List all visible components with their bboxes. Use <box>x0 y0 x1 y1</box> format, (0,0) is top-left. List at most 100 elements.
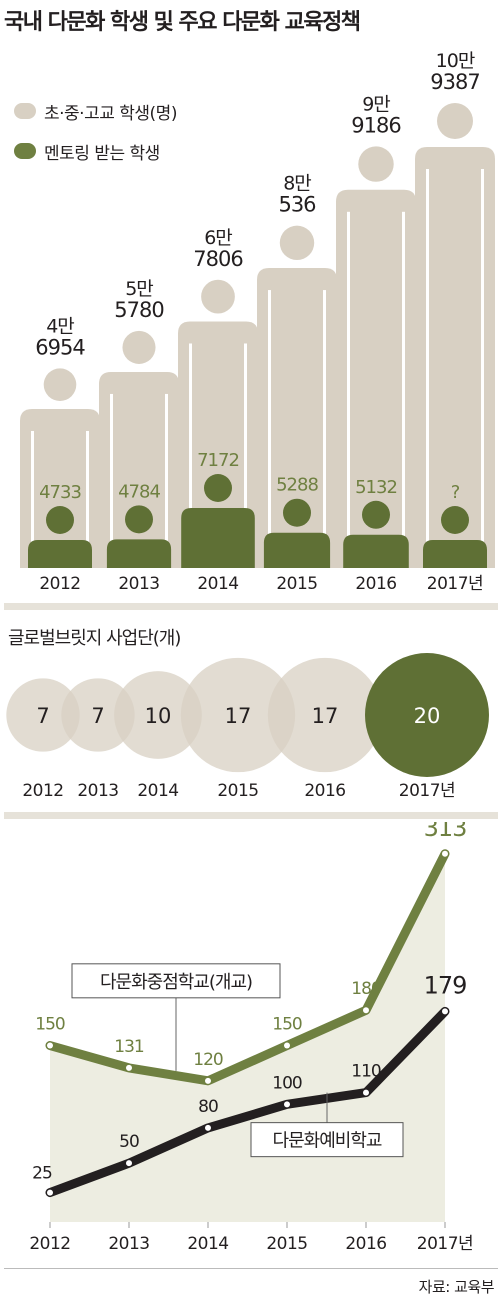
year-label: 2017년 <box>399 781 455 801</box>
bubble-value-label: 7 <box>36 704 49 728</box>
mentoring-figure <box>343 500 409 568</box>
year-label: 2017년 <box>427 574 483 594</box>
bubble-value-label: 17 <box>312 704 339 728</box>
arm-gap <box>402 211 405 568</box>
global-bridge-bubble-chart: 7 2012 7 2013 10 2014 17 2015 17 2016 20 2017년 <box>6 653 489 801</box>
student-bar <box>415 147 495 568</box>
year-label: 2013 <box>118 574 159 594</box>
line-value-label: 179 <box>424 971 467 999</box>
data-point <box>442 1008 448 1015</box>
page-title: 국내 다문화 학생 및 주요 다문화 교육정책 <box>4 10 361 35</box>
bridge-bubble <box>267 657 383 773</box>
student-value-label: 536 <box>278 193 316 217</box>
legend-swatch <box>14 143 36 159</box>
student-head <box>122 330 156 364</box>
bubble-value-label: 17 <box>225 704 252 728</box>
student-head <box>437 103 473 139</box>
mentoring-value-label: 5288 <box>276 475 318 496</box>
mentoring-value-label: ? <box>451 482 460 503</box>
year-label: 2013 <box>108 1234 149 1254</box>
mentoring-figure <box>28 506 92 568</box>
year-label: 2017년 <box>417 1234 473 1254</box>
student-value-label: 10만 <box>436 50 475 72</box>
year-label: 2015 <box>266 1234 307 1254</box>
arm-gap <box>86 430 89 568</box>
data-point <box>47 1042 53 1049</box>
mentoring-value-label: 4733 <box>39 482 81 503</box>
student-value-label: 9만 <box>362 93 390 115</box>
year-label: 2016 <box>304 781 345 801</box>
arm-gap <box>31 430 34 568</box>
year-label: 2015 <box>217 781 258 801</box>
legend-label: 초·중·고교 학생(명) <box>44 103 177 124</box>
mentoring-bar <box>343 534 409 568</box>
student-bar <box>336 189 416 568</box>
arm-gap <box>323 290 326 568</box>
data-point <box>126 1064 132 1071</box>
mentoring-figure <box>263 498 331 568</box>
year-label: 2014 <box>187 1234 228 1254</box>
line-value-label: 100 <box>272 1073 302 1093</box>
mentoring-bar <box>28 540 92 568</box>
arm-gap <box>347 211 350 568</box>
student-head <box>358 146 394 182</box>
student-head <box>43 368 77 401</box>
mentoring-head <box>46 506 74 534</box>
bubble-value-label: 10 <box>145 704 172 728</box>
mentoring-head <box>204 474 232 502</box>
student-value-label: 7806 <box>193 247 243 271</box>
student-figure <box>20 368 100 568</box>
data-point <box>205 1124 211 1131</box>
student-value-label: 9387 <box>430 70 479 94</box>
student-head <box>201 279 235 314</box>
year-label: 2014 <box>137 781 178 801</box>
data-point <box>442 850 448 857</box>
arm-gap <box>244 343 247 568</box>
source-note: 자료: 교육부 <box>418 1278 495 1296</box>
series-callout-box <box>71 963 281 999</box>
year-label: 2012 <box>22 781 63 801</box>
footer-divider <box>4 1268 498 1269</box>
line-value-label: 25 <box>32 1164 52 1184</box>
series-callout-box <box>250 1122 404 1158</box>
bridge-bubble <box>61 678 135 752</box>
mentoring-head <box>441 506 469 534</box>
bridge-bubble <box>180 657 296 773</box>
year-label: 2015 <box>276 574 317 594</box>
line-value-label: 131 <box>114 1037 144 1057</box>
line-value-label: 80 <box>198 1097 218 1117</box>
series-callout-label: 다문화중점학교(개교) <box>100 972 252 993</box>
section-divider <box>4 603 498 610</box>
line-value-label: 313 <box>424 822 467 842</box>
legend-item-students: 초·중·고교 학생(명) <box>14 98 177 124</box>
year-label: 2016 <box>355 574 396 594</box>
series-callout-label: 다문화예비학교 <box>273 1131 382 1152</box>
mentoring-figure <box>181 474 255 568</box>
student-value-label: 4만 <box>46 315 74 337</box>
mentoring-value-label: 7172 <box>197 450 239 471</box>
bubble-value-label: 7 <box>91 704 104 728</box>
line-value-label: 110 <box>351 1062 381 1082</box>
bridge-bubble <box>114 671 202 759</box>
student-value-label: 6만 <box>204 227 232 249</box>
student-value-label: 8만 <box>283 173 311 195</box>
mentoring-head <box>283 498 311 527</box>
year-label: 2012 <box>39 574 80 594</box>
year-label: 2012 <box>29 1234 70 1254</box>
arm-gap <box>426 169 429 568</box>
mentoring-bar <box>263 532 331 568</box>
global-bridge-title: 글로벌브릿지 사업단(개) <box>8 628 181 649</box>
legend-label: 멘토링 받는 학생 <box>44 143 160 164</box>
mentoring-figure <box>423 506 487 568</box>
bubble-value-label: 20 <box>414 704 441 728</box>
legend-swatch <box>14 103 36 119</box>
year-label: 2016 <box>345 1234 386 1254</box>
line-value-label: 150 <box>35 1015 65 1035</box>
student-figure <box>415 103 495 568</box>
student-figure <box>257 225 337 568</box>
student-bar <box>178 321 258 568</box>
data-point <box>284 1101 290 1108</box>
mentoring-head <box>362 500 390 529</box>
mentoring-value-label: 5132 <box>355 477 397 498</box>
